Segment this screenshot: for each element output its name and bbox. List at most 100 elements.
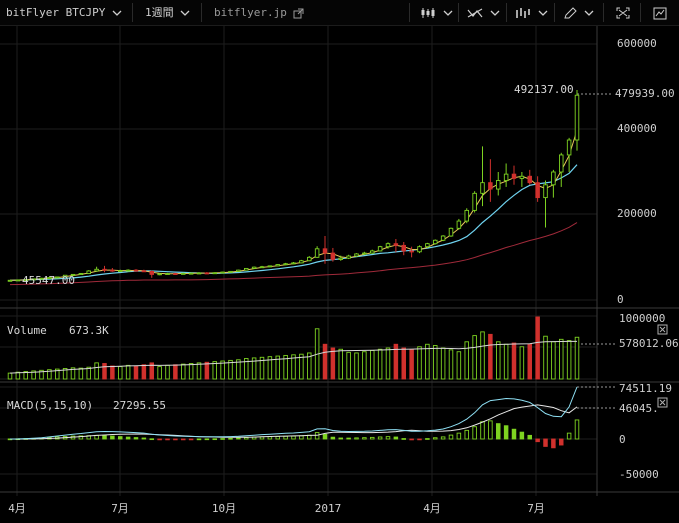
macd-histogram-bar bbox=[440, 436, 446, 440]
time-axis: 4月 7月 10月 2017 4月 7月 bbox=[8, 502, 545, 515]
volume-bar bbox=[31, 370, 36, 380]
volume-ma-line bbox=[9, 340, 577, 374]
candle-style-button[interactable] bbox=[420, 0, 453, 25]
volume-title: Volume bbox=[7, 324, 47, 337]
price-pane[interactable] bbox=[7, 90, 580, 286]
low-price-annotation: 45547.00 bbox=[22, 274, 75, 287]
candle-body bbox=[7, 279, 13, 282]
volume-bar bbox=[346, 351, 351, 380]
volume-bar bbox=[472, 335, 477, 380]
candle-body bbox=[480, 182, 485, 194]
candle-body bbox=[370, 250, 375, 254]
candle-body bbox=[173, 273, 178, 275]
screenshot-icon bbox=[653, 7, 667, 19]
candle-body bbox=[39, 277, 44, 280]
ma-long-line bbox=[9, 222, 578, 286]
candle-body bbox=[527, 175, 533, 184]
candle-body bbox=[401, 244, 407, 252]
candle-body bbox=[267, 265, 273, 268]
volume-bar bbox=[157, 366, 162, 380]
site-link[interactable]: bitflyer.jp bbox=[214, 0, 304, 25]
candle-body bbox=[86, 270, 91, 274]
macd-histogram-bar bbox=[488, 420, 493, 440]
macd-tick: 74511.19 bbox=[619, 382, 672, 395]
volume-bar bbox=[204, 361, 210, 380]
chart-type-icon bbox=[516, 8, 530, 18]
candle-body bbox=[180, 272, 186, 275]
volume-bar bbox=[78, 367, 84, 380]
candle-body bbox=[94, 268, 99, 272]
volume-bar bbox=[566, 340, 572, 380]
volume-bar bbox=[433, 345, 438, 380]
volume-bar bbox=[370, 350, 375, 380]
macd-histogram-bar bbox=[102, 435, 107, 440]
close-volume-icon[interactable] bbox=[657, 324, 668, 335]
candle-body bbox=[464, 209, 470, 222]
candle-body bbox=[409, 250, 414, 253]
toolbar-divider bbox=[458, 3, 459, 22]
candle-body bbox=[417, 246, 422, 253]
indicators-button[interactable] bbox=[467, 0, 500, 25]
volume-bar bbox=[417, 346, 422, 380]
candle-body bbox=[78, 273, 84, 275]
chevron-down-icon bbox=[180, 10, 190, 16]
candle-body bbox=[425, 243, 430, 248]
time-tick: 10月 bbox=[212, 502, 236, 515]
volume-bar bbox=[15, 371, 21, 380]
volume-bar bbox=[401, 347, 407, 380]
candle-body bbox=[243, 267, 249, 271]
macd-histogram-bar bbox=[362, 437, 367, 440]
price-axis: 600000 400000 200000 0 479939.00 bbox=[615, 37, 675, 306]
macd-histogram-bar bbox=[110, 435, 115, 440]
close-macd-icon[interactable] bbox=[657, 397, 668, 408]
candle-body bbox=[23, 279, 29, 281]
price-tick: 200000 bbox=[617, 207, 657, 220]
volume-bar bbox=[125, 364, 131, 380]
macd-histogram-bar bbox=[173, 438, 178, 441]
volume-bar bbox=[559, 338, 564, 380]
macd-histogram-bar bbox=[133, 437, 139, 440]
macd-histogram-bar bbox=[456, 432, 462, 440]
fullscreen-button[interactable] bbox=[616, 0, 630, 25]
macd-histogram-bar bbox=[354, 437, 359, 440]
draw-button[interactable] bbox=[563, 0, 594, 25]
candle-body bbox=[362, 252, 367, 255]
toolbar-divider bbox=[409, 3, 410, 22]
candle-body bbox=[125, 269, 131, 272]
candle-body bbox=[236, 269, 241, 272]
macd-histogram-bar bbox=[425, 438, 430, 440]
macd-histogram-bar bbox=[511, 428, 517, 440]
volume-bar bbox=[393, 343, 399, 380]
chart-type-button[interactable] bbox=[515, 0, 548, 25]
volume-bar bbox=[259, 356, 265, 380]
volume-pane[interactable] bbox=[7, 316, 580, 380]
volume-bar bbox=[180, 363, 186, 380]
interval-selector[interactable]: 1週間 bbox=[145, 0, 190, 25]
volume-bar bbox=[527, 343, 533, 380]
macd-histogram-bar bbox=[149, 438, 154, 441]
candle-body bbox=[220, 271, 225, 274]
volume-bar bbox=[551, 341, 556, 380]
volume-bar bbox=[212, 361, 217, 380]
volume-bar bbox=[188, 363, 194, 380]
macd-histogram-bar bbox=[417, 438, 422, 441]
external-link-icon bbox=[293, 8, 304, 18]
interval-label: 1週間 bbox=[145, 6, 174, 19]
candle-body bbox=[322, 248, 328, 254]
screenshot-button[interactable] bbox=[653, 0, 667, 25]
ma-mid-line bbox=[9, 164, 578, 281]
volume-bar bbox=[267, 356, 273, 380]
symbol-selector[interactable]: bitFlyer BTCJPY bbox=[6, 0, 122, 25]
price-chart[interactable]: 600000 400000 200000 0 479939.00 492137.… bbox=[0, 26, 679, 523]
macd-histogram-bar bbox=[180, 438, 186, 441]
volume-bar bbox=[23, 371, 29, 380]
grid bbox=[0, 26, 597, 496]
macd-pane[interactable] bbox=[7, 386, 580, 449]
volume-bar bbox=[409, 349, 414, 380]
volume-bar bbox=[228, 359, 233, 380]
time-tick: 7月 bbox=[111, 502, 129, 515]
candle-body bbox=[275, 264, 281, 267]
macd-histogram-bar bbox=[433, 437, 438, 440]
macd-histogram-bar bbox=[338, 437, 344, 440]
price-tick: 600000 bbox=[617, 37, 657, 50]
